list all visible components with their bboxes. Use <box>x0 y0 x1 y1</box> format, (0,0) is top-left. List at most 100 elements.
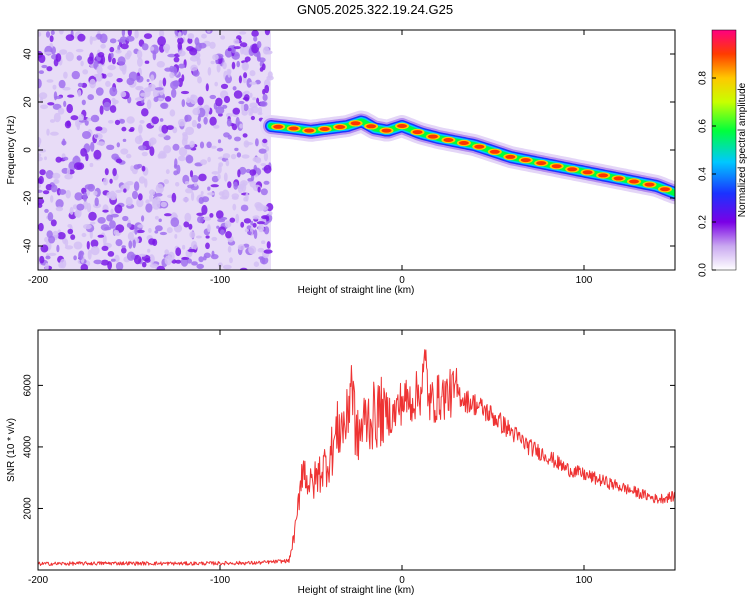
noise-speck <box>115 189 122 193</box>
noise-speck <box>253 36 258 42</box>
noise-speck <box>232 86 237 91</box>
noise-speck <box>38 153 42 157</box>
noise-speck <box>126 181 134 186</box>
noise-speck <box>75 48 84 53</box>
noise-speck <box>196 212 204 216</box>
noise-speck <box>38 54 46 63</box>
noise-speck <box>67 228 74 235</box>
noise-speck <box>182 30 188 36</box>
noise-speck <box>148 228 152 233</box>
noise-speck <box>236 60 240 68</box>
noise-speck <box>164 67 173 72</box>
noise-speck <box>67 224 72 228</box>
noise-speck <box>207 224 211 233</box>
signal-peak <box>660 187 670 192</box>
noise-speck <box>211 250 215 257</box>
noise-speck <box>181 256 190 260</box>
noise-speck <box>125 35 135 42</box>
noise-speck <box>197 76 202 84</box>
noise-speck <box>184 212 192 222</box>
noise-speck <box>231 193 240 199</box>
noise-speck <box>149 146 155 157</box>
noise-speck <box>181 99 186 108</box>
noise-speck <box>155 183 164 194</box>
noise-speck <box>167 53 177 58</box>
noise-speck <box>243 103 249 112</box>
noise-speck <box>104 168 109 176</box>
noise-speck <box>55 156 62 163</box>
noise-speck <box>195 235 202 239</box>
noise-speck <box>52 103 62 110</box>
signal-peak <box>397 124 407 128</box>
noise-speck <box>189 47 198 56</box>
noise-speck <box>262 94 268 101</box>
noise-speck <box>252 215 260 220</box>
noise-speck <box>222 153 231 159</box>
noise-speck <box>229 217 236 223</box>
figure-title: GN05.2025.322.19.24.G25 <box>297 2 453 17</box>
noise-speck <box>197 216 204 224</box>
noise-speck <box>155 225 163 232</box>
noise-speck <box>87 94 94 101</box>
snr-x-tick-label: 100 <box>576 575 593 586</box>
noise-speck <box>141 43 149 51</box>
noise-speck <box>136 86 142 91</box>
noise-speck <box>249 81 257 85</box>
noise-speck <box>257 247 265 253</box>
noise-speck <box>238 166 247 175</box>
noise-speck <box>116 78 123 83</box>
noise-speck <box>218 191 225 196</box>
noise-speck <box>70 234 76 240</box>
noise-speck <box>187 184 195 189</box>
noise-speck <box>198 42 207 49</box>
noise-speck <box>166 227 173 234</box>
noise-speck <box>69 206 74 215</box>
noise-speck <box>149 189 156 196</box>
noise-speck <box>267 71 273 79</box>
noise-speck <box>137 224 144 228</box>
noise-speck <box>207 67 212 76</box>
noise-speck <box>211 171 220 175</box>
noise-speck <box>257 186 261 193</box>
noise-speck <box>73 241 83 250</box>
signal-peak <box>474 144 485 149</box>
noise-speck <box>207 156 211 163</box>
noise-speck <box>109 38 117 44</box>
noise-speck <box>256 97 260 104</box>
noise-speck <box>134 30 139 39</box>
noise-speck <box>209 94 217 100</box>
noise-speck <box>218 262 223 268</box>
noise-speck <box>141 165 146 172</box>
noise-speck <box>203 252 211 259</box>
noise-speck <box>227 246 232 253</box>
noise-speck <box>210 60 215 65</box>
noise-speck <box>239 31 247 35</box>
noise-speck <box>251 30 259 37</box>
noise-speck <box>185 188 193 194</box>
snr-x-tick-label: 0 <box>399 575 405 586</box>
noise-speck <box>50 131 59 136</box>
noise-speck <box>259 205 269 211</box>
noise-speck <box>177 37 184 45</box>
noise-speck <box>243 90 250 95</box>
noise-speck <box>234 147 239 152</box>
noise-speck <box>200 191 204 195</box>
noise-speck <box>148 238 156 245</box>
noise-speck <box>55 206 64 212</box>
noise-speck <box>120 91 127 98</box>
noise-speck <box>125 196 133 207</box>
noise-speck <box>190 94 195 99</box>
noise-speck <box>50 30 55 35</box>
noise-speck <box>256 41 262 49</box>
signal-peak <box>536 161 547 166</box>
noise-speck <box>111 153 119 160</box>
noise-speck <box>44 262 49 270</box>
noise-speck <box>220 83 229 89</box>
noise-speck <box>38 156 43 162</box>
noise-speck <box>253 229 258 240</box>
snr-x-axis: -200 -100 0 100 <box>28 330 593 586</box>
noise-speck <box>108 120 114 124</box>
noise-speck <box>64 173 73 180</box>
noise-speck <box>159 30 165 37</box>
noise-speck <box>216 147 224 152</box>
